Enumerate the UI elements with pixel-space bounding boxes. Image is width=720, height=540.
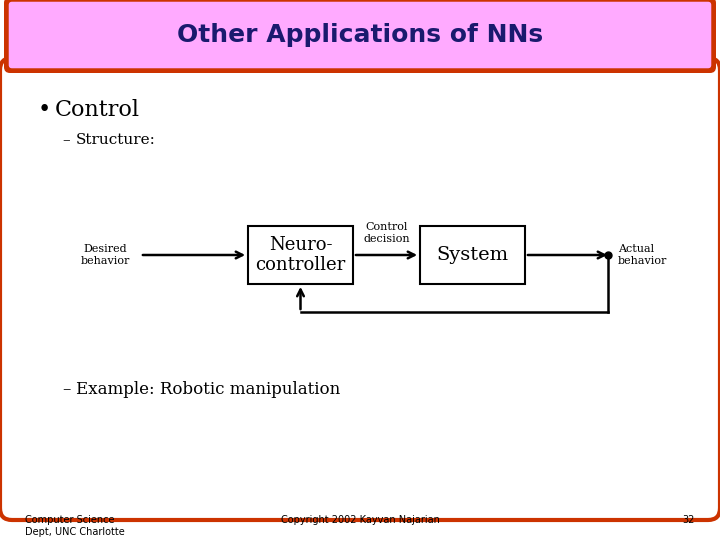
Text: 32: 32	[683, 515, 695, 525]
Text: Example: Robotic manipulation: Example: Robotic manipulation	[76, 381, 341, 399]
Text: Actual
behavior: Actual behavior	[618, 244, 667, 266]
FancyBboxPatch shape	[4, 0, 716, 73]
Text: Structure:: Structure:	[76, 133, 156, 147]
Text: Computer Science
Dept, UNC Charlotte: Computer Science Dept, UNC Charlotte	[25, 515, 125, 537]
Text: System: System	[436, 246, 508, 264]
FancyBboxPatch shape	[248, 226, 353, 284]
Text: Control: Control	[55, 99, 140, 121]
FancyBboxPatch shape	[420, 226, 525, 284]
FancyBboxPatch shape	[7, 0, 713, 70]
Text: Control
decision: Control decision	[363, 222, 410, 244]
Text: Copyright 2002 Kayvan Najarian: Copyright 2002 Kayvan Najarian	[281, 515, 439, 525]
FancyBboxPatch shape	[0, 58, 720, 520]
Text: –: –	[62, 133, 70, 147]
Text: Desired
behavior: Desired behavior	[81, 244, 130, 266]
Text: Other Applications of NNs: Other Applications of NNs	[177, 23, 543, 47]
Text: –: –	[62, 381, 71, 399]
Text: •: •	[38, 99, 51, 121]
Text: Neuro-
controller: Neuro- controller	[256, 235, 346, 274]
